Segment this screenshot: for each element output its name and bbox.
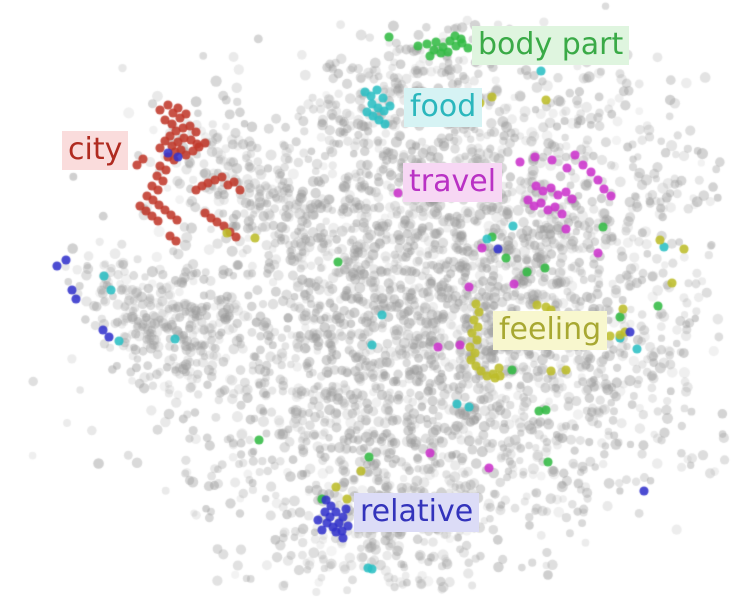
cluster-label-body-part: body part [472, 26, 630, 66]
cluster-label-relative: relative [354, 493, 480, 533]
cluster-label-food: food [404, 88, 483, 128]
cluster-label-travel: travel [403, 163, 503, 203]
cluster-label-city: city [62, 131, 129, 171]
cluster-label-feeling: feeling [493, 311, 608, 351]
